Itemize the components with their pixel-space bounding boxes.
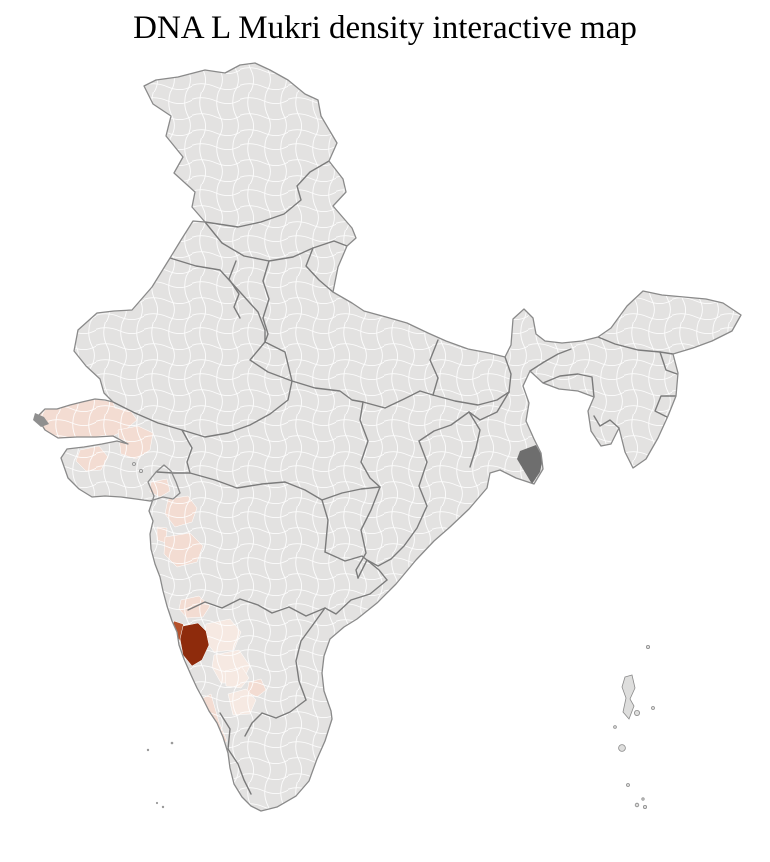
coastal-islets [132,462,143,473]
islands[interactable] [33,413,655,810]
india-outline [36,62,742,812]
sir-creek-marsh [33,413,49,427]
andaman-nicobar-islands [613,645,655,810]
district-boundaries-texture [37,63,741,811]
state-borders [112,160,678,795]
page-title: DNA L Mukri density interactive map [133,10,637,46]
lakshadweep-islands [146,741,174,809]
region-sundarbans-delta[interactable] [517,445,543,484]
region-uttara-kannada[interactable] [179,622,210,667]
